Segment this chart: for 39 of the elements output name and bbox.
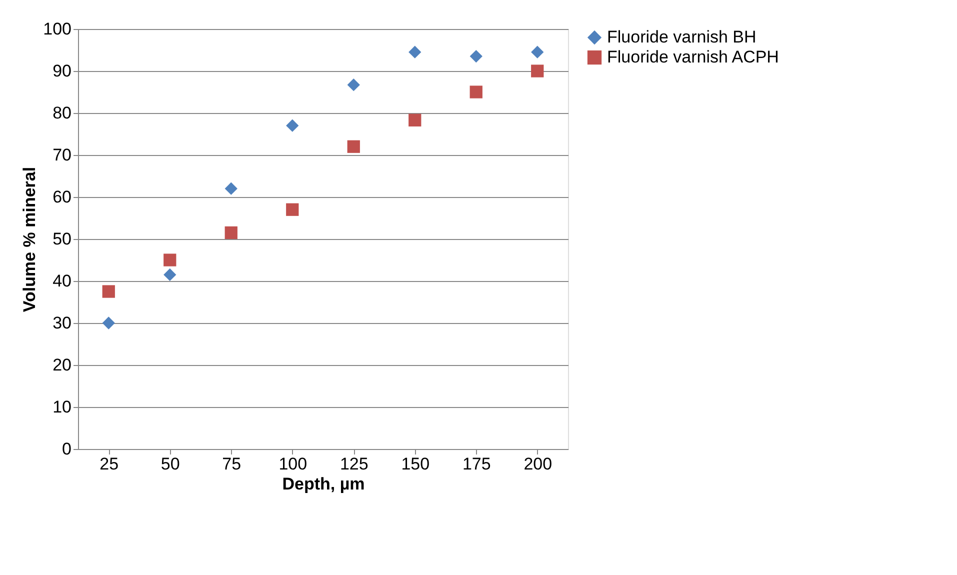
y-tick-label: 100 [43,20,72,38]
point [470,86,482,98]
y-tick-label: 50 [52,230,72,248]
point [224,226,238,240]
y-tick-label: 0 [62,440,72,458]
point [224,182,238,195]
y-tick-label: 60 [52,188,72,206]
x-tick-label: 125 [340,454,368,474]
x-tick-label: 100 [278,454,308,474]
point [102,285,115,298]
y-tick-label: 80 [52,104,72,122]
x-tick-label: 25 [100,454,119,474]
point [531,46,544,58]
legend-label: Fluoride varnish ACPH [607,48,779,66]
point [408,46,422,58]
legend-label: Fluoride varnish BH [607,28,756,46]
x-tick-label: 75 [222,454,242,474]
y-tick-label: 40 [52,272,72,290]
point [164,268,176,282]
point [347,140,360,153]
y-tick-label: 30 [52,314,72,332]
x-tick-label: 50 [160,454,180,474]
x-tick-label: 175 [462,454,491,474]
point [286,119,299,132]
y-axis-title: Volume % mineral [20,166,40,312]
x-tick-label: 150 [401,454,430,474]
y-tick-label: 10 [52,398,72,416]
point [164,254,176,266]
x-axis-title: Depth, µm [282,474,365,494]
point [347,78,360,92]
point [102,316,115,330]
x-tick-label: 200 [524,454,552,474]
point [286,203,299,216]
y-tick-label: 20 [52,356,72,374]
point [408,114,422,126]
point [470,50,482,63]
y-tick-label: 90 [52,62,72,80]
point [531,64,544,78]
y-tick-label: 70 [52,146,72,164]
